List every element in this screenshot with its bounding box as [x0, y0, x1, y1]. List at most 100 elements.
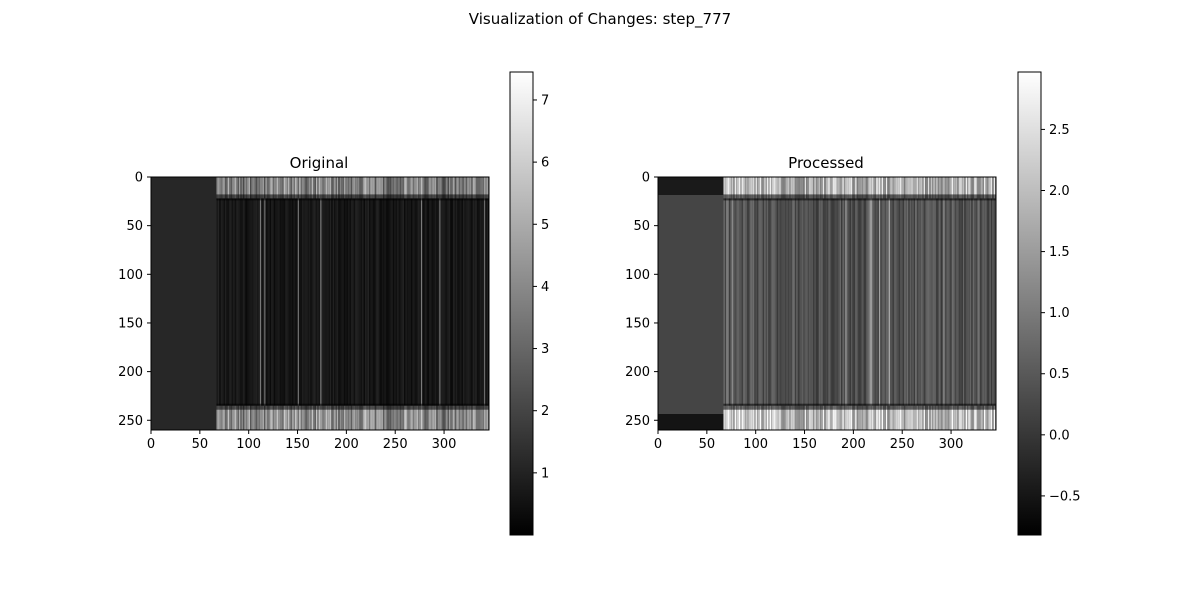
heatmap-column — [971, 198, 973, 406]
heatmap-bottom-band — [937, 405, 940, 430]
heatmap-bottom-band — [776, 405, 779, 430]
heatmap-bottom-band — [860, 405, 863, 430]
heatmap-column — [800, 198, 802, 406]
heatmap-bottom-band — [474, 405, 476, 430]
heatmap-top-band — [905, 177, 907, 199]
heatmap-top-band — [863, 177, 865, 199]
heatmap-top-band — [381, 177, 384, 199]
heatmap-bottom-band — [234, 405, 237, 430]
heatmap-top-band — [460, 177, 462, 199]
heatmap-column — [978, 198, 980, 406]
heatmap-bottom-band — [427, 405, 430, 430]
heatmap-bottom-band — [789, 405, 791, 430]
heatmap-top-band — [296, 177, 298, 199]
heatmap-bottom-band — [857, 405, 860, 430]
heatmap-top-band — [321, 177, 323, 199]
heatmap-column — [754, 198, 756, 406]
heatmap-column — [359, 198, 361, 406]
heatmap-top-band — [933, 177, 935, 199]
heatmap-top-band — [336, 177, 339, 199]
heatmap-column — [369, 198, 371, 406]
heatmap-bottom-band — [369, 405, 371, 430]
heatmap-bottom-band — [238, 405, 241, 430]
heatmap-column — [867, 198, 870, 406]
heatmap-top-band — [236, 177, 238, 199]
heatmap-bottom-band — [961, 405, 963, 430]
heatmap-column — [415, 198, 417, 406]
heatmap-column — [451, 198, 454, 406]
heatmap-top-band — [811, 177, 814, 199]
heatmap-column — [793, 198, 795, 406]
heatmap-bottom-band — [779, 405, 781, 430]
heatmap-column — [247, 198, 249, 406]
heatmap-bottom-band — [888, 405, 891, 430]
heatmap-column — [975, 198, 977, 406]
heatmap-top-band — [860, 177, 863, 199]
heatmap-column — [906, 198, 909, 406]
heatmap-column — [835, 198, 837, 406]
heatmap-bottom-band — [318, 405, 321, 430]
heatmap-top-band — [736, 177, 738, 199]
heatmap-top-band — [848, 177, 850, 199]
heatmap-column — [322, 198, 325, 406]
heatmap-top-band — [855, 177, 857, 199]
heatmap-bottom-band — [792, 405, 794, 430]
heatmap-top-band — [912, 177, 914, 199]
heatmap-bottom-band — [972, 405, 975, 430]
heatmap-bottom-band — [328, 405, 330, 430]
heatmap-column — [885, 198, 888, 406]
heatmap-column — [881, 198, 884, 406]
heatmap-column — [300, 198, 302, 406]
heatmap-top-band — [343, 177, 346, 199]
heatmap-top-band — [313, 177, 315, 199]
heatmap-column — [855, 198, 857, 406]
heatmap-top-band — [800, 177, 802, 199]
heatmap-top-band — [301, 177, 304, 199]
heatmap-top-band — [971, 177, 973, 199]
heatmap-bottom-band — [941, 405, 944, 430]
x-tick-label: 100 — [743, 437, 768, 452]
heatmap-top-band — [230, 177, 232, 199]
heatmap-bottom-band — [471, 405, 473, 430]
heatmap-column — [257, 198, 259, 406]
heatmap-top-band — [406, 177, 409, 199]
heatmap-bottom-band — [902, 405, 905, 430]
heatmap-column — [475, 198, 477, 406]
heatmap-column — [944, 198, 947, 406]
heatmap-top-band — [776, 177, 779, 199]
heatmap-bottom-band — [231, 405, 234, 430]
heatmap-bottom-band — [244, 405, 246, 430]
heatmap-column — [342, 198, 344, 406]
heatmap-top-band — [395, 177, 398, 199]
heatmap-top-band — [437, 177, 440, 199]
heatmap-bottom-band — [820, 405, 822, 430]
heatmap-top-band — [967, 177, 969, 199]
heatmap-bottom-band — [377, 405, 379, 430]
colorbar-ticks-original: 1 2 3 4 5 6 7 — [533, 93, 549, 481]
heatmap-top-band — [299, 177, 301, 199]
heatmap-bottom-band — [873, 405, 875, 430]
heatmap-column — [224, 198, 227, 406]
heatmap-top-band — [446, 177, 448, 199]
heatmap-top-band — [409, 177, 412, 199]
x-tick-label: 150 — [792, 437, 817, 452]
heatmap-top-band — [754, 177, 756, 199]
heatmap-bottom-band — [926, 405, 928, 430]
heatmap-bottom-band — [362, 405, 364, 430]
heatmap-column — [483, 198, 486, 406]
heatmap-bottom-band — [355, 405, 357, 430]
heatmap-top-band — [278, 177, 280, 199]
heatmap-column — [772, 198, 774, 406]
heatmap-bottom-band — [398, 405, 400, 430]
heatmap-bottom-band — [775, 405, 777, 430]
heatmap-bottom-band — [360, 405, 363, 430]
heatmap-bottom-band — [890, 405, 892, 430]
heatmap-bottom-band — [846, 405, 849, 430]
heatmap-top-band — [969, 177, 972, 199]
heatmap-top-band — [953, 177, 955, 199]
heatmap-stripes — [723, 177, 997, 430]
heatmap-top-band — [322, 177, 325, 199]
heatmap-bottom-band — [869, 405, 871, 430]
heatmap-bottom-band — [985, 405, 987, 430]
heatmap-column — [864, 198, 867, 406]
